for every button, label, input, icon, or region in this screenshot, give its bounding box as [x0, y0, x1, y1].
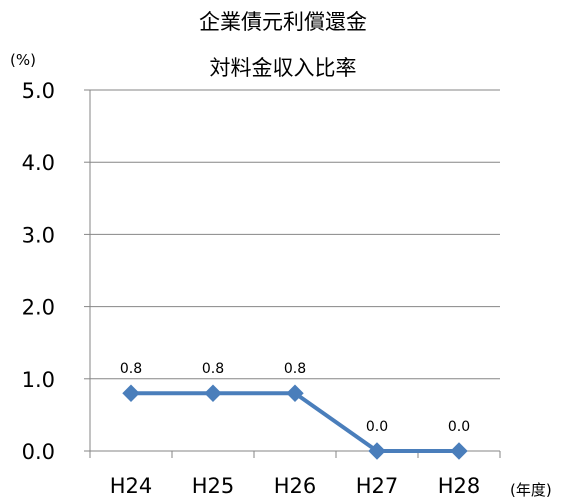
y-tick-label: 2.0: [22, 296, 55, 320]
data-labels: 0.8 0.8 0.8 0.0 0.0: [120, 361, 470, 435]
gridlines: [90, 89, 500, 380]
y-axis-unit-label: (%): [10, 51, 36, 69]
data-point-marker: [286, 384, 304, 402]
data-point-marker: [368, 442, 386, 460]
chart-title-line-1: 企業債元利償還金: [199, 10, 367, 34]
data-point-marker: [450, 442, 468, 460]
y-tick-label: 0.0: [22, 440, 55, 464]
series-layer: [122, 384, 468, 460]
data-point-marker: [204, 384, 222, 402]
data-label: 0.8: [284, 361, 306, 377]
x-tick-label: H24: [110, 474, 153, 498]
x-tick-label: H25: [192, 474, 235, 498]
chart-title-line-2: 対料金収入比率: [210, 56, 357, 80]
y-tick-label: 4.0: [22, 151, 55, 175]
y-tick-labels: 0.0 1.0 2.0 3.0 4.0 5.0: [22, 79, 55, 464]
x-tick-label: H27: [356, 474, 399, 498]
data-label: 0.8: [202, 361, 224, 377]
y-tick-label: 1.0: [22, 368, 55, 392]
x-axis-unit-label: (年度): [510, 481, 552, 499]
x-tick-label: H28: [438, 474, 481, 498]
data-label: 0.0: [366, 419, 388, 435]
x-tick-labels: H24 H25 H26 H27 H28: [110, 474, 481, 498]
data-label: 0.0: [448, 419, 470, 435]
y-tick-label: 3.0: [22, 223, 55, 247]
data-label: 0.8: [120, 361, 142, 377]
axes: [84, 89, 501, 458]
data-point-marker: [122, 384, 140, 402]
x-tick-label: H26: [274, 474, 317, 498]
y-tick-label: 5.0: [22, 79, 55, 103]
